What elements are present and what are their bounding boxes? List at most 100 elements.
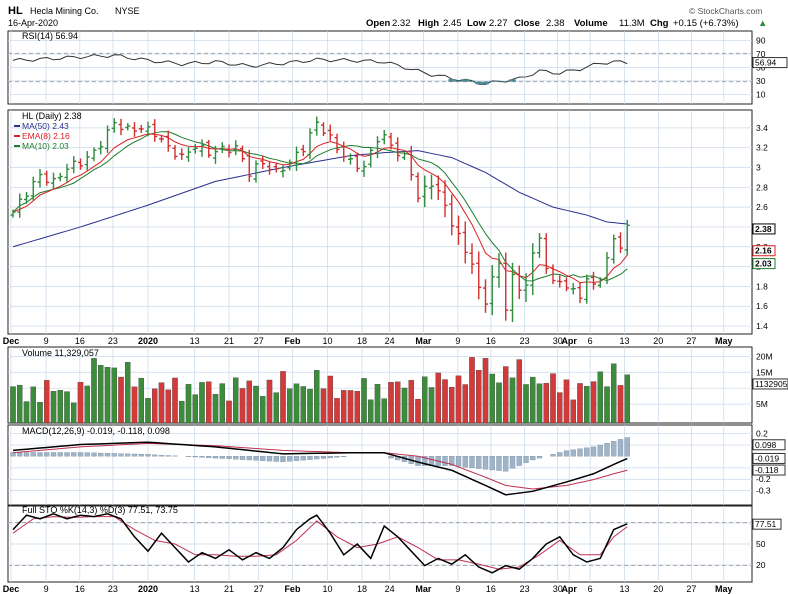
price-x-label: Dec — [3, 336, 20, 346]
macd-histogram-bar — [273, 456, 279, 462]
price-x-label: 10 — [323, 336, 333, 346]
macd-histogram-bar — [536, 456, 543, 459]
macd-histogram-bar — [516, 456, 522, 466]
panel-titles: RSI(14) 56.94 HL (Daily) 2.38 Volume 11,… — [22, 31, 178, 515]
high-label: High — [418, 18, 439, 29]
volume-bar — [300, 386, 306, 424]
macd-histogram-bar — [550, 454, 556, 457]
volume-bar — [442, 379, 448, 424]
volume-bar — [401, 387, 408, 424]
volume-bar — [617, 385, 624, 424]
legend-ma10: MA(10) 2.03 — [22, 141, 69, 151]
sto-x-label: 27 — [254, 584, 264, 594]
volume-bar — [347, 390, 354, 424]
macd-histogram-bar — [300, 456, 306, 461]
macd-histogram-bar — [509, 456, 516, 469]
volume-bar — [563, 379, 570, 424]
volume-bar — [509, 377, 516, 424]
sto-title: Full STO %K(14,3) %D(3) 77.51, 73.75 — [22, 505, 178, 515]
macd-histogram-bar — [327, 456, 333, 459]
volume-value-label: 11329057 — [755, 379, 788, 389]
volume-bar — [178, 400, 185, 424]
price-tick-label: 1.6 — [756, 301, 768, 311]
volume-bar — [64, 391, 70, 424]
price-tick-label: 3.2 — [756, 143, 768, 153]
close-value: 2.38 — [546, 18, 565, 29]
price-x-label: May — [715, 336, 733, 346]
quote-line: Open 2.32 High 2.45 Low 2.27 Close 2.38 … — [366, 18, 767, 29]
volume-bar — [469, 357, 475, 424]
rsi-title: RSI(14) 56.94 — [22, 31, 78, 41]
sto-x-label: 30 — [553, 584, 563, 594]
volume-bar — [246, 380, 252, 424]
macd-line — [12, 441, 628, 496]
macd-histogram-bar — [557, 452, 563, 457]
volume-bar — [523, 384, 529, 424]
sto-x-label: 13 — [620, 584, 630, 594]
volume-bar — [381, 398, 387, 424]
price-x-label: 30 — [553, 336, 563, 346]
price-x-label: Apr — [561, 336, 577, 346]
volume-bar — [597, 371, 604, 424]
macd-tick-label: -0.3 — [756, 486, 771, 496]
macd-histogram-bar — [64, 452, 70, 457]
legend-ma50: MA(50) 2.43 — [22, 121, 69, 131]
macd-histogram-bar — [30, 452, 36, 457]
volume-bar — [577, 383, 583, 424]
ma10-line — [12, 131, 628, 282]
volume-bar — [557, 392, 563, 424]
macd-histogram-bar — [617, 439, 624, 457]
macd-value-box — [752, 439, 786, 451]
macd-tick-label: 0.2 — [756, 429, 768, 439]
macd-histogram-bar — [91, 452, 97, 457]
price-tick-label: 1.8 — [756, 281, 768, 291]
macd-histogram-bar — [320, 456, 327, 459]
macd-histogram-bar — [462, 456, 468, 468]
watermark: © StockCharts.com — [689, 6, 762, 16]
macd-histogram-bar — [192, 456, 198, 458]
date-label: 16-Apr-2020 — [8, 18, 58, 28]
volume-bar — [84, 385, 91, 424]
volume-bar — [570, 399, 577, 424]
sto-x-label: 2020 — [138, 584, 158, 594]
volume-bar — [367, 399, 374, 424]
macd-histogram-bar — [152, 454, 158, 457]
price-x-label: 18 — [357, 336, 367, 346]
macd-histogram-bar — [590, 446, 597, 457]
price-ema8-label-box — [752, 245, 776, 257]
volume-bar — [408, 380, 414, 424]
volume-bar — [77, 382, 84, 424]
macd-histogram-bar — [246, 456, 252, 461]
price-x-label: 6 — [588, 336, 593, 346]
volume-bar — [10, 386, 16, 424]
price-panel — [7, 109, 753, 335]
macd-histogram-bar — [71, 452, 77, 457]
macd-histogram-bar — [449, 456, 455, 466]
macd-histogram-bar — [334, 456, 340, 458]
low-value: 2.27 — [489, 18, 508, 29]
close-label: Close — [514, 18, 540, 29]
macd-histogram-bar — [314, 456, 320, 460]
legend-ema8: EMA(8) 2.16 — [22, 131, 70, 141]
volume-bar — [44, 380, 50, 424]
macd-histogram-bar — [98, 452, 104, 457]
macd-histogram-bar — [50, 452, 57, 457]
volume-bar — [604, 386, 610, 424]
macd-histogram-bar — [131, 453, 138, 457]
macd-histogram-bar — [253, 456, 259, 461]
price-x-label: 24 — [385, 336, 395, 346]
ema8-line — [12, 133, 628, 284]
macd-histogram-bar — [266, 456, 273, 462]
sto-value-label: 77.51 — [755, 519, 777, 529]
volume-bar — [212, 394, 219, 424]
chart-marks — [8, 52, 752, 574]
volume-bar — [327, 375, 333, 424]
macd-histogram-bar — [307, 456, 313, 460]
macd-histogram-bar — [577, 448, 583, 457]
macd-value-label: -0.118 — [755, 465, 779, 475]
volume-bar — [374, 384, 381, 424]
rsi-tick-label: 90 — [756, 36, 766, 46]
macd-histogram-bar — [37, 452, 43, 457]
sto-x-label: 9 — [44, 584, 49, 594]
